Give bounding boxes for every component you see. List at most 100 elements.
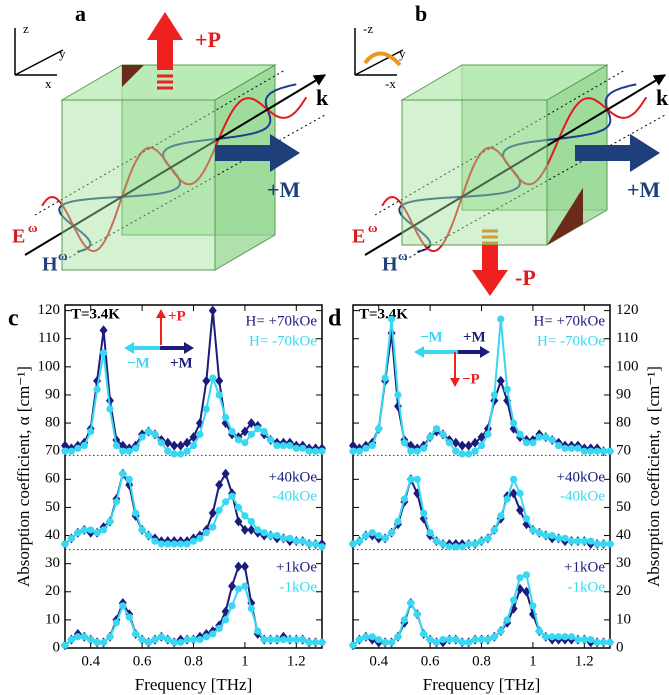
point	[555, 534, 563, 542]
point	[503, 385, 511, 393]
point	[458, 440, 467, 451]
point	[311, 638, 320, 646]
point	[522, 439, 531, 447]
point	[215, 479, 224, 490]
point	[574, 444, 582, 452]
point	[413, 475, 421, 483]
point	[208, 305, 217, 316]
point	[432, 425, 441, 433]
point	[567, 633, 576, 641]
m-minus-label: −M	[420, 329, 443, 345]
point	[189, 441, 198, 450]
point	[292, 537, 300, 545]
point	[381, 374, 389, 382]
field-sup: ω	[368, 220, 378, 235]
point	[241, 512, 249, 520]
point	[413, 447, 421, 455]
point	[80, 633, 88, 641]
point	[254, 627, 262, 635]
k-label: k	[656, 85, 669, 110]
m-plus-label: +M	[170, 355, 193, 371]
point	[170, 440, 179, 451]
y-tick-label: 110	[38, 330, 60, 346]
point	[477, 432, 486, 443]
point	[407, 599, 415, 607]
point	[247, 418, 256, 429]
field-label: E	[352, 226, 365, 248]
point	[138, 526, 146, 534]
chart: 0 10 20 30 40 50 60 70 80 90 100 110 120 0.4 0.6 0.8 1 1.…	[8, 302, 326, 694]
point	[394, 391, 402, 399]
point	[286, 635, 294, 644]
point	[93, 638, 101, 646]
point	[407, 447, 415, 455]
point	[555, 441, 563, 450]
point	[279, 635, 288, 644]
point	[292, 635, 300, 644]
point	[452, 635, 460, 644]
point	[222, 413, 230, 422]
point	[510, 475, 518, 483]
point	[574, 537, 582, 545]
point	[247, 517, 255, 526]
field-label: E	[12, 226, 25, 248]
temperature: T=3.4K	[71, 306, 120, 322]
point	[177, 638, 185, 646]
y-tick-label: 40	[616, 527, 631, 543]
point	[221, 468, 230, 479]
point	[164, 447, 172, 455]
rotation-arrow	[363, 51, 402, 67]
point	[529, 602, 537, 610]
panel-letter: a	[75, 1, 86, 26]
y-tick-label: 30	[45, 555, 60, 571]
point	[484, 430, 492, 438]
k-axis	[364, 74, 667, 256]
point	[477, 635, 486, 644]
point	[292, 444, 300, 452]
point	[413, 610, 421, 618]
point	[555, 633, 563, 641]
point	[273, 441, 281, 450]
point	[99, 638, 108, 646]
point	[151, 635, 159, 644]
point	[267, 635, 275, 644]
point	[93, 385, 101, 393]
y-tick-label: 120	[38, 302, 61, 318]
point	[215, 375, 224, 386]
point	[548, 531, 556, 540]
k-axis	[24, 74, 327, 256]
point	[509, 488, 518, 499]
point	[112, 619, 120, 627]
point	[189, 432, 198, 443]
point	[183, 540, 191, 548]
x-tick-label: 0.4	[81, 653, 100, 669]
point	[510, 419, 518, 427]
point	[202, 375, 211, 386]
legend-label: +1kOe	[276, 559, 317, 575]
point	[234, 561, 243, 572]
y-tick-label: 70	[616, 443, 631, 459]
p-stripes	[157, 74, 173, 90]
point	[426, 529, 434, 537]
y-tick-label: 100	[616, 358, 639, 374]
point	[132, 630, 140, 638]
beam-edge	[374, 69, 666, 261]
point	[561, 633, 569, 641]
point	[222, 616, 230, 624]
point	[458, 450, 466, 458]
point	[118, 440, 127, 451]
point	[387, 529, 396, 537]
box-side	[214, 64, 276, 271]
point	[228, 581, 237, 592]
point	[144, 638, 153, 646]
point	[67, 534, 76, 542]
axis-label: y	[399, 46, 406, 61]
point	[503, 495, 511, 503]
point	[222, 498, 230, 506]
point	[439, 540, 447, 548]
x-tick-label: 1.2	[575, 653, 594, 669]
legend-label: H= +70kOe	[246, 313, 318, 329]
field-label: H	[382, 254, 398, 276]
point	[138, 433, 146, 441]
